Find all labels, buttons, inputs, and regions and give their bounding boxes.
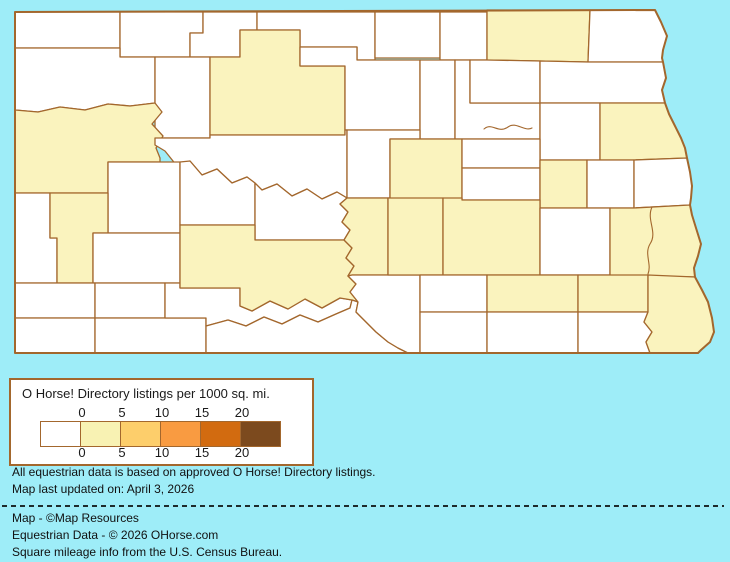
county-kidder <box>387 197 444 276</box>
legend-color-cell-3 <box>161 422 201 446</box>
river-line-0 <box>647 206 654 275</box>
legend-ticks-bottom: 0 5 10 15 20 <box>11 445 312 460</box>
county-cavalier <box>486 9 591 63</box>
legend-tick-label: 10 <box>154 445 170 460</box>
legend-tick-label: 20 <box>234 405 250 420</box>
legend-title: O Horse! Directory listings per 1000 sq.… <box>22 386 270 401</box>
data-credit: Equestrian Data - © 2026 OHorse.com <box>12 528 219 542</box>
county-dunn <box>107 161 181 234</box>
legend-color-cell-4 <box>201 422 241 446</box>
county-foster <box>461 167 541 201</box>
county-cass <box>609 204 702 278</box>
legend-color-bar <box>40 421 281 447</box>
legend-tick-label: 10 <box>154 405 170 420</box>
legend-tick-label: 15 <box>194 445 210 460</box>
county-logan <box>419 274 488 313</box>
county-wells <box>389 138 463 201</box>
last-updated-note: Map last updated on: April 3, 2026 <box>12 482 195 496</box>
legend-tick-label: 5 <box>118 445 126 460</box>
legend-color-cell-2 <box>121 422 161 446</box>
county-eddy <box>461 138 541 169</box>
legend-tick-label: 0 <box>78 445 86 460</box>
data-source-note: All equestrian data is based on approved… <box>12 465 376 479</box>
legend-color-cell-0 <box>41 422 81 446</box>
census-credit: Square mileage info from the U.S. Census… <box>12 545 283 559</box>
county-griggs <box>539 159 588 209</box>
county-bowman <box>14 317 96 354</box>
county-pembina <box>587 9 668 63</box>
legend-ticks-top: 0 5 10 15 20 <box>11 405 312 420</box>
map-credit: Map - ©Map Resources <box>12 511 139 525</box>
county-ransom <box>577 274 649 313</box>
county-slope <box>14 282 96 319</box>
county-hettinger <box>94 282 166 319</box>
county-ramsey <box>469 59 541 104</box>
county-grand-forks <box>599 102 688 161</box>
county-walsh <box>539 60 667 104</box>
county-stark <box>92 232 181 284</box>
legend: O Horse! Directory listings per 1000 sq.… <box>9 378 314 466</box>
county-barnes <box>539 207 611 276</box>
county-rolette <box>374 11 441 59</box>
county-williams <box>14 47 156 113</box>
county-steele <box>586 159 635 209</box>
legend-color-cell-1 <box>81 422 121 446</box>
legend-tick-label: 5 <box>118 405 126 420</box>
county-richland <box>643 274 715 354</box>
county-lamoure <box>486 274 579 313</box>
legend-tick-label: 0 <box>78 405 86 420</box>
county-divide <box>14 11 121 49</box>
county-dickey <box>486 311 579 354</box>
county-stutsman <box>442 197 541 276</box>
county-towner <box>439 11 488 61</box>
state-border-outline <box>14 9 715 354</box>
county-nelson <box>539 102 601 161</box>
county-mountrail <box>154 56 211 139</box>
county-pierce <box>419 59 456 140</box>
legend-color-cell-5 <box>241 422 280 446</box>
dashed-divider <box>2 505 724 507</box>
county-adams <box>94 317 207 354</box>
county-sargent <box>577 311 653 354</box>
county-traill <box>633 157 693 209</box>
county-mcintosh <box>419 311 488 354</box>
legend-tick-label: 20 <box>234 445 250 460</box>
river-line-1 <box>483 124 533 130</box>
county-group <box>14 9 715 354</box>
legend-tick-label: 15 <box>194 405 210 420</box>
river-lines <box>483 124 654 275</box>
